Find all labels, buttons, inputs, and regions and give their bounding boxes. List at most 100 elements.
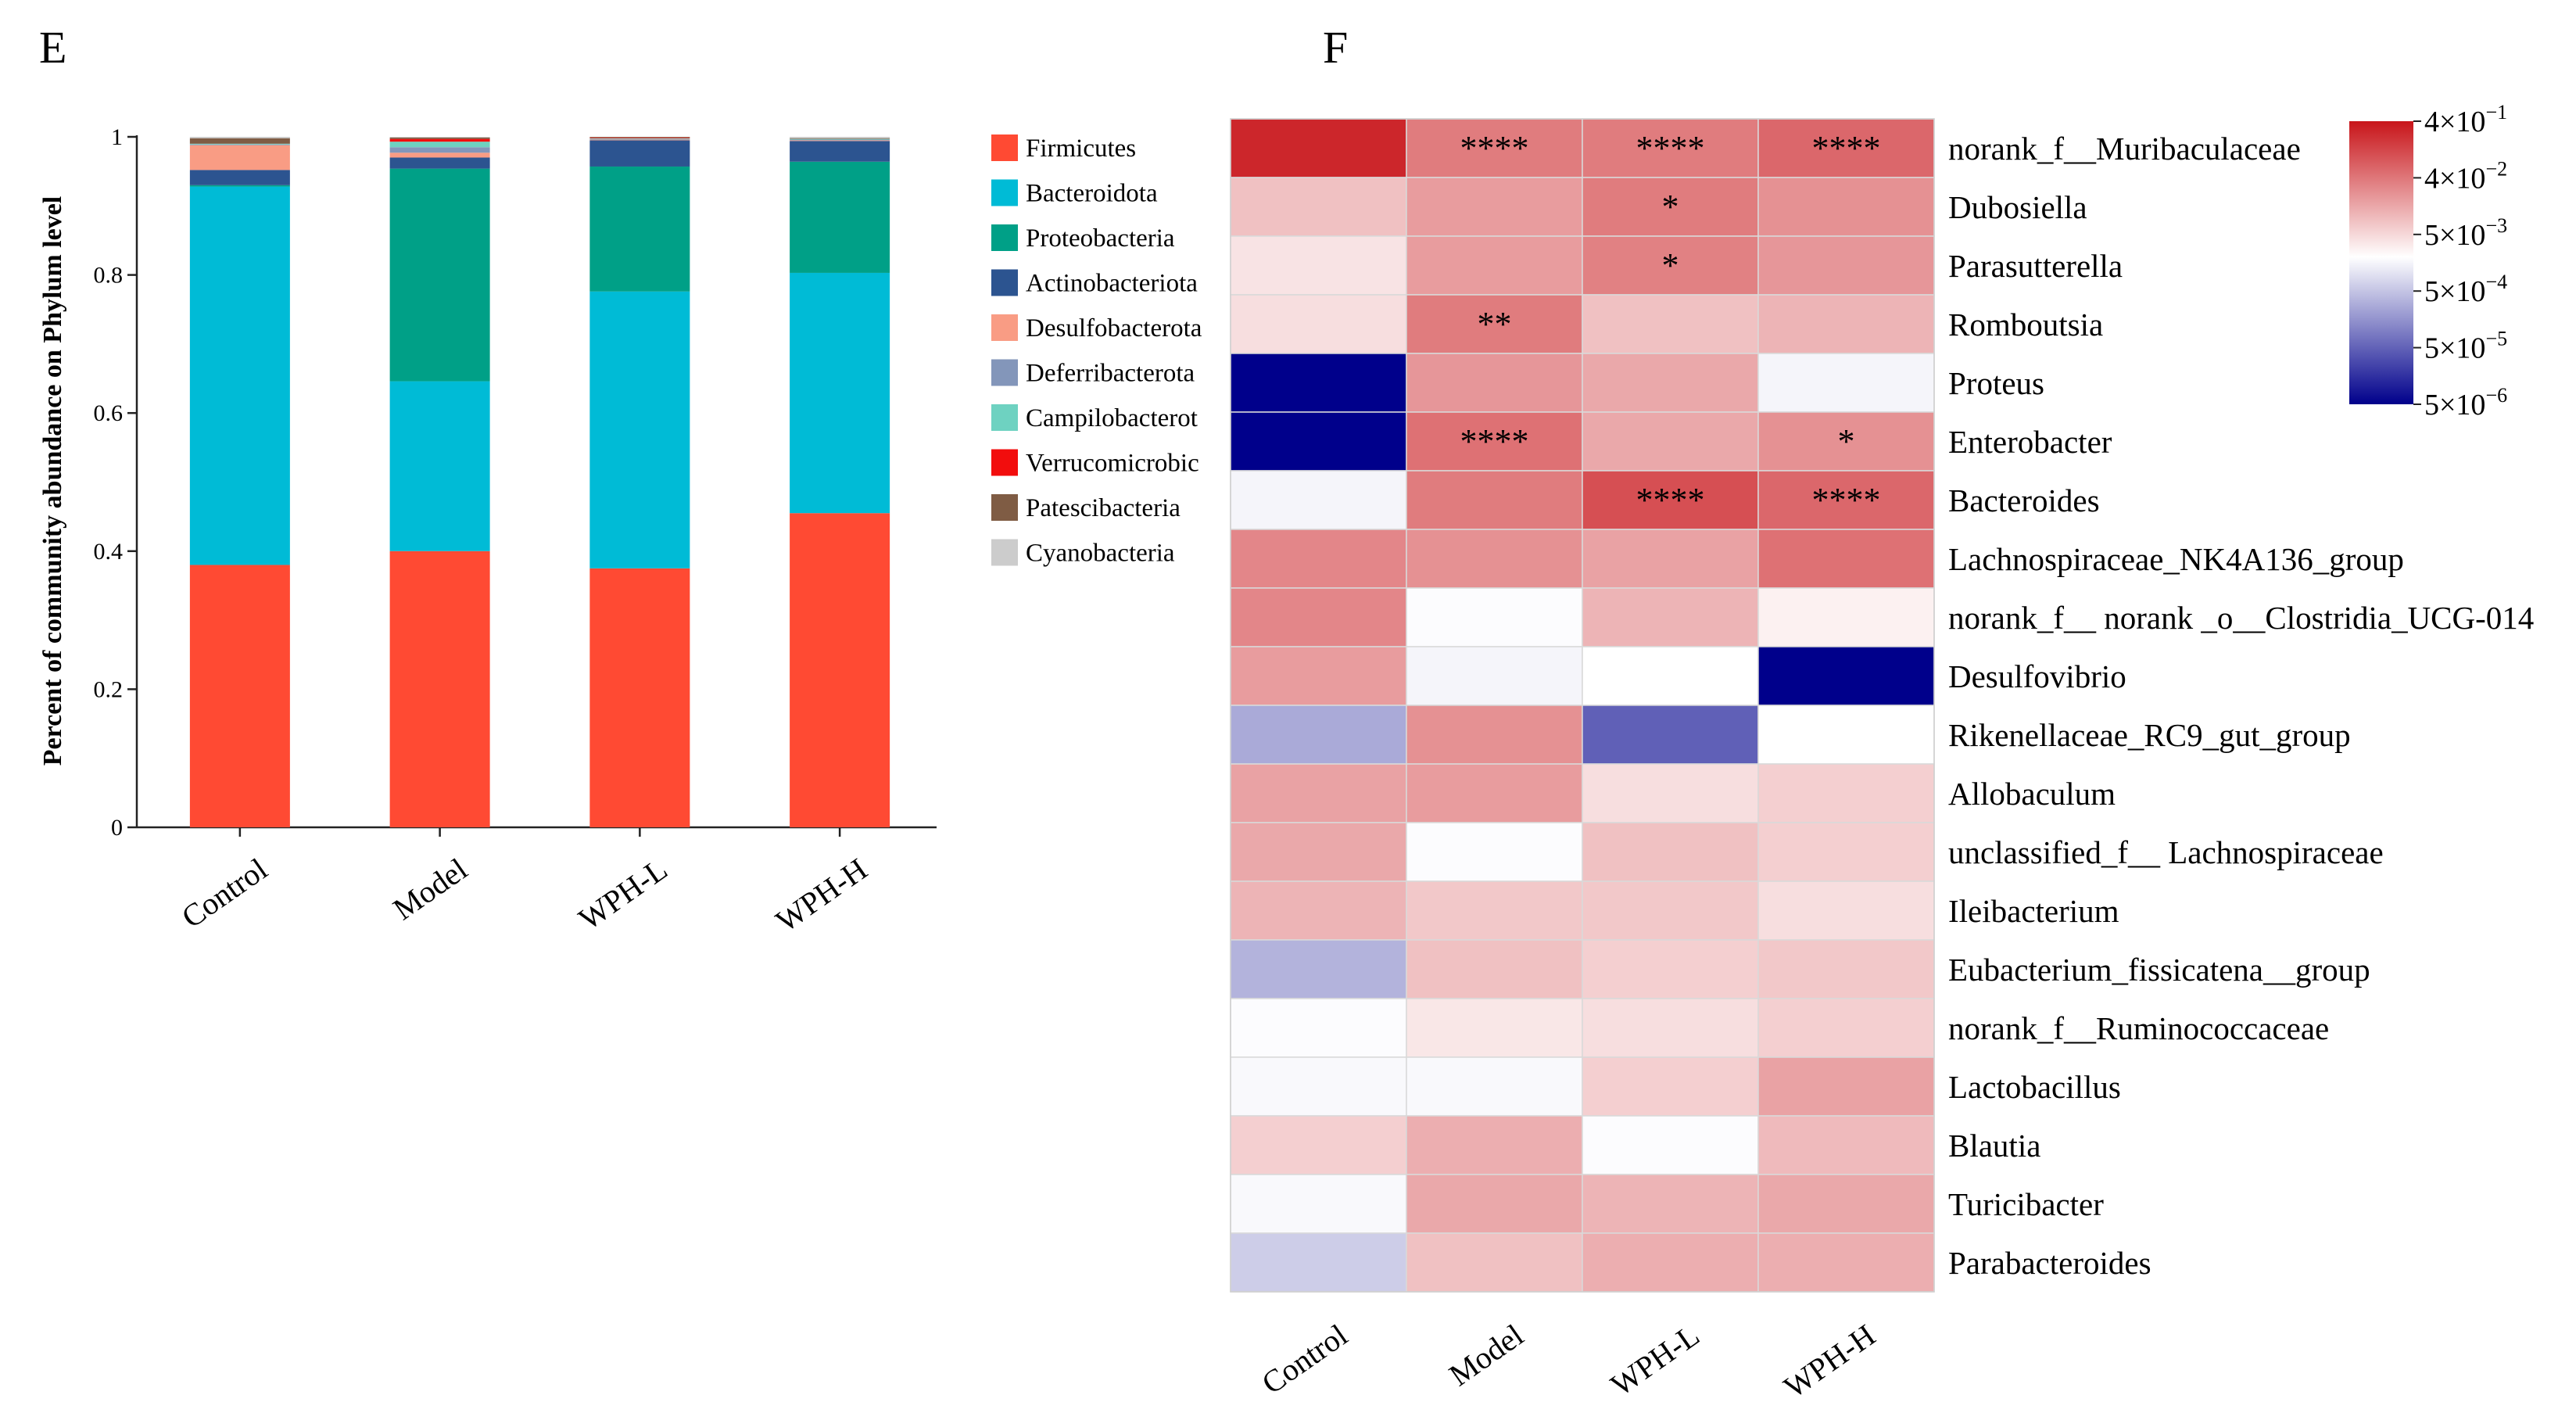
heatmap-chart: **** **** ************ ***** **** norank_f__… xyxy=(1230,118,2534,1405)
bar-segment-campilobacterota xyxy=(790,138,890,140)
heatmap-cell xyxy=(1582,822,1759,882)
heatmap-cell xyxy=(1406,1174,1583,1234)
heatmap-cell xyxy=(1406,939,1583,999)
heatmap-cell xyxy=(1582,763,1759,823)
significance-marker: **** xyxy=(1636,481,1705,519)
colorbar-label-exponent: −4 xyxy=(2485,271,2507,293)
heatmap-cell xyxy=(1230,294,1407,354)
heatmap-row-label: Desulfovibrio xyxy=(1948,658,2126,694)
heatmap-row-label: Parasutterella xyxy=(1948,248,2123,284)
heatmap-cell xyxy=(1230,411,1407,472)
heatmap-cells xyxy=(1230,118,1935,1293)
bar-segment-proteobacteria xyxy=(389,168,490,382)
heatmap-cell xyxy=(1582,177,1759,237)
heatmap-cell xyxy=(1757,1056,1935,1117)
bar-segment-actinobacteriota xyxy=(389,157,490,169)
heatmap-cell xyxy=(1406,763,1583,823)
bar-segment-actinobacteriota xyxy=(589,140,690,167)
heatmap-cell xyxy=(1230,705,1407,765)
heatmap-cell xyxy=(1757,529,1935,589)
bar-segment-campilobacterota xyxy=(589,138,690,139)
heatmap-cell xyxy=(1406,587,1583,647)
legend-swatch xyxy=(991,404,1018,431)
heatmap-column-label: Model xyxy=(1442,1318,1529,1393)
significance-marker: **** xyxy=(1460,129,1529,167)
heatmap-cell xyxy=(1757,177,1935,237)
heatmap-cell xyxy=(1582,294,1759,354)
heatmap-cell xyxy=(1230,646,1407,706)
heatmap-column-labels: Control Model WPH-L WPH-H xyxy=(1256,1318,1882,1405)
heatmap-cell xyxy=(1757,939,1935,999)
heatmap-row-label: Blautia xyxy=(1948,1128,2040,1164)
heatmap-row-label: Proteus xyxy=(1948,365,2044,401)
bar-segment-bacteroidota xyxy=(189,186,290,565)
colorbar-label: 4×10−1 xyxy=(2424,101,2507,138)
heatmap-cell xyxy=(1582,998,1759,1058)
heatmap-cell xyxy=(1757,294,1935,354)
heatmap-cell xyxy=(1582,1174,1759,1234)
bar-segment-verrucomicrobiota xyxy=(389,138,490,142)
colorbar-gradient xyxy=(2349,121,2413,404)
colorbar-label: 5×10−5 xyxy=(2424,328,2507,365)
bar-segment-proteobacteria xyxy=(589,166,690,292)
bar-y-ticks: 0 0.2 0.4 0.6 0.8 1 xyxy=(94,124,137,841)
heatmap-cell xyxy=(1406,118,1583,178)
heatmap-cell xyxy=(1406,470,1583,530)
legend-swatch xyxy=(991,314,1018,341)
heatmap-cell xyxy=(1757,1174,1935,1234)
stacked-bar-chart: 0 0.2 0.4 0.6 0.8 1 Control Model WPH-L WPH-H Pe… xyxy=(38,124,937,939)
heatmap-cell xyxy=(1582,353,1759,413)
heatmap-row-label: Allobaculum xyxy=(1948,776,2116,812)
heatmap-row-label: norank_f__Ruminococcaceae xyxy=(1948,1010,2329,1046)
heatmap-cell xyxy=(1757,646,1935,706)
heatmap-cell xyxy=(1230,822,1407,882)
heatmap-cell xyxy=(1757,998,1935,1058)
heatmap-cell xyxy=(1582,587,1759,647)
heatmap-row-label: Enterobacter xyxy=(1948,424,2112,460)
bar-segment-firmicutes xyxy=(389,550,490,827)
bar-y-tick-label: 0.4 xyxy=(94,539,124,565)
bar-segment-deferribacterota xyxy=(790,139,890,141)
legend-swatch xyxy=(991,359,1018,386)
bar-x-tick-label: WPH-L xyxy=(572,852,674,938)
heatmap-cell xyxy=(1406,998,1583,1058)
heatmap-cell xyxy=(1757,470,1935,530)
legend-label: Firmicutes xyxy=(1026,134,1136,163)
colorbar-label: 5×10−6 xyxy=(2424,384,2507,421)
bar-segment-firmicutes xyxy=(790,513,890,827)
heatmap-cell xyxy=(1582,1056,1759,1117)
heatmap-cell xyxy=(1406,705,1583,765)
heatmap-cell xyxy=(1406,235,1583,296)
legend-label: Desulfobacterota xyxy=(1026,314,1202,342)
heatmap-row-label: Romboutsia xyxy=(1948,307,2103,342)
heatmap-cell xyxy=(1757,1115,1935,1175)
significance-marker: * xyxy=(1838,422,1855,461)
heatmap-cell xyxy=(1582,1232,1759,1293)
heatmap-row-label: Turicibacter xyxy=(1948,1186,2104,1222)
significance-marker: **** xyxy=(1812,129,1881,167)
legend-label: Verrucomicrobic xyxy=(1026,450,1199,478)
bar-x-tick-label: Model xyxy=(386,852,473,927)
heatmap-row-label: norank_f__Muribaculaceae xyxy=(1948,131,2301,167)
bar-segment-bacteroidota xyxy=(790,272,890,514)
bar-segment-proteobacteria xyxy=(189,185,290,187)
heatmap-cell xyxy=(1406,411,1583,472)
legend-label: Campilobacterot xyxy=(1026,404,1198,432)
legend-label: Patescibacteria xyxy=(1026,494,1181,522)
colorbar-label: 5×10−4 xyxy=(2424,271,2507,308)
heatmap-colorbar: 4×10−14×10−25×10−35×10−45×10−55×10−6 xyxy=(2349,101,2507,421)
heatmap-row-label: Lachnospiraceae_NK4A136_group xyxy=(1948,541,2404,577)
bar-segment-patescibacteria xyxy=(389,137,490,139)
panel-label-f: F xyxy=(1323,22,1348,73)
colorbar-label-mantissa: 5×10 xyxy=(2424,332,2485,365)
heatmap-cell xyxy=(1582,880,1759,941)
legend-swatch xyxy=(991,539,1018,566)
heatmap-cell xyxy=(1230,880,1407,941)
heatmap-cell xyxy=(1757,235,1935,296)
legend-label: Deferribacterota xyxy=(1026,360,1195,388)
heatmap-cell xyxy=(1230,177,1407,237)
bar-segment-firmicutes xyxy=(189,565,290,827)
legend-swatch xyxy=(991,179,1018,206)
heatmap-cell xyxy=(1582,939,1759,999)
